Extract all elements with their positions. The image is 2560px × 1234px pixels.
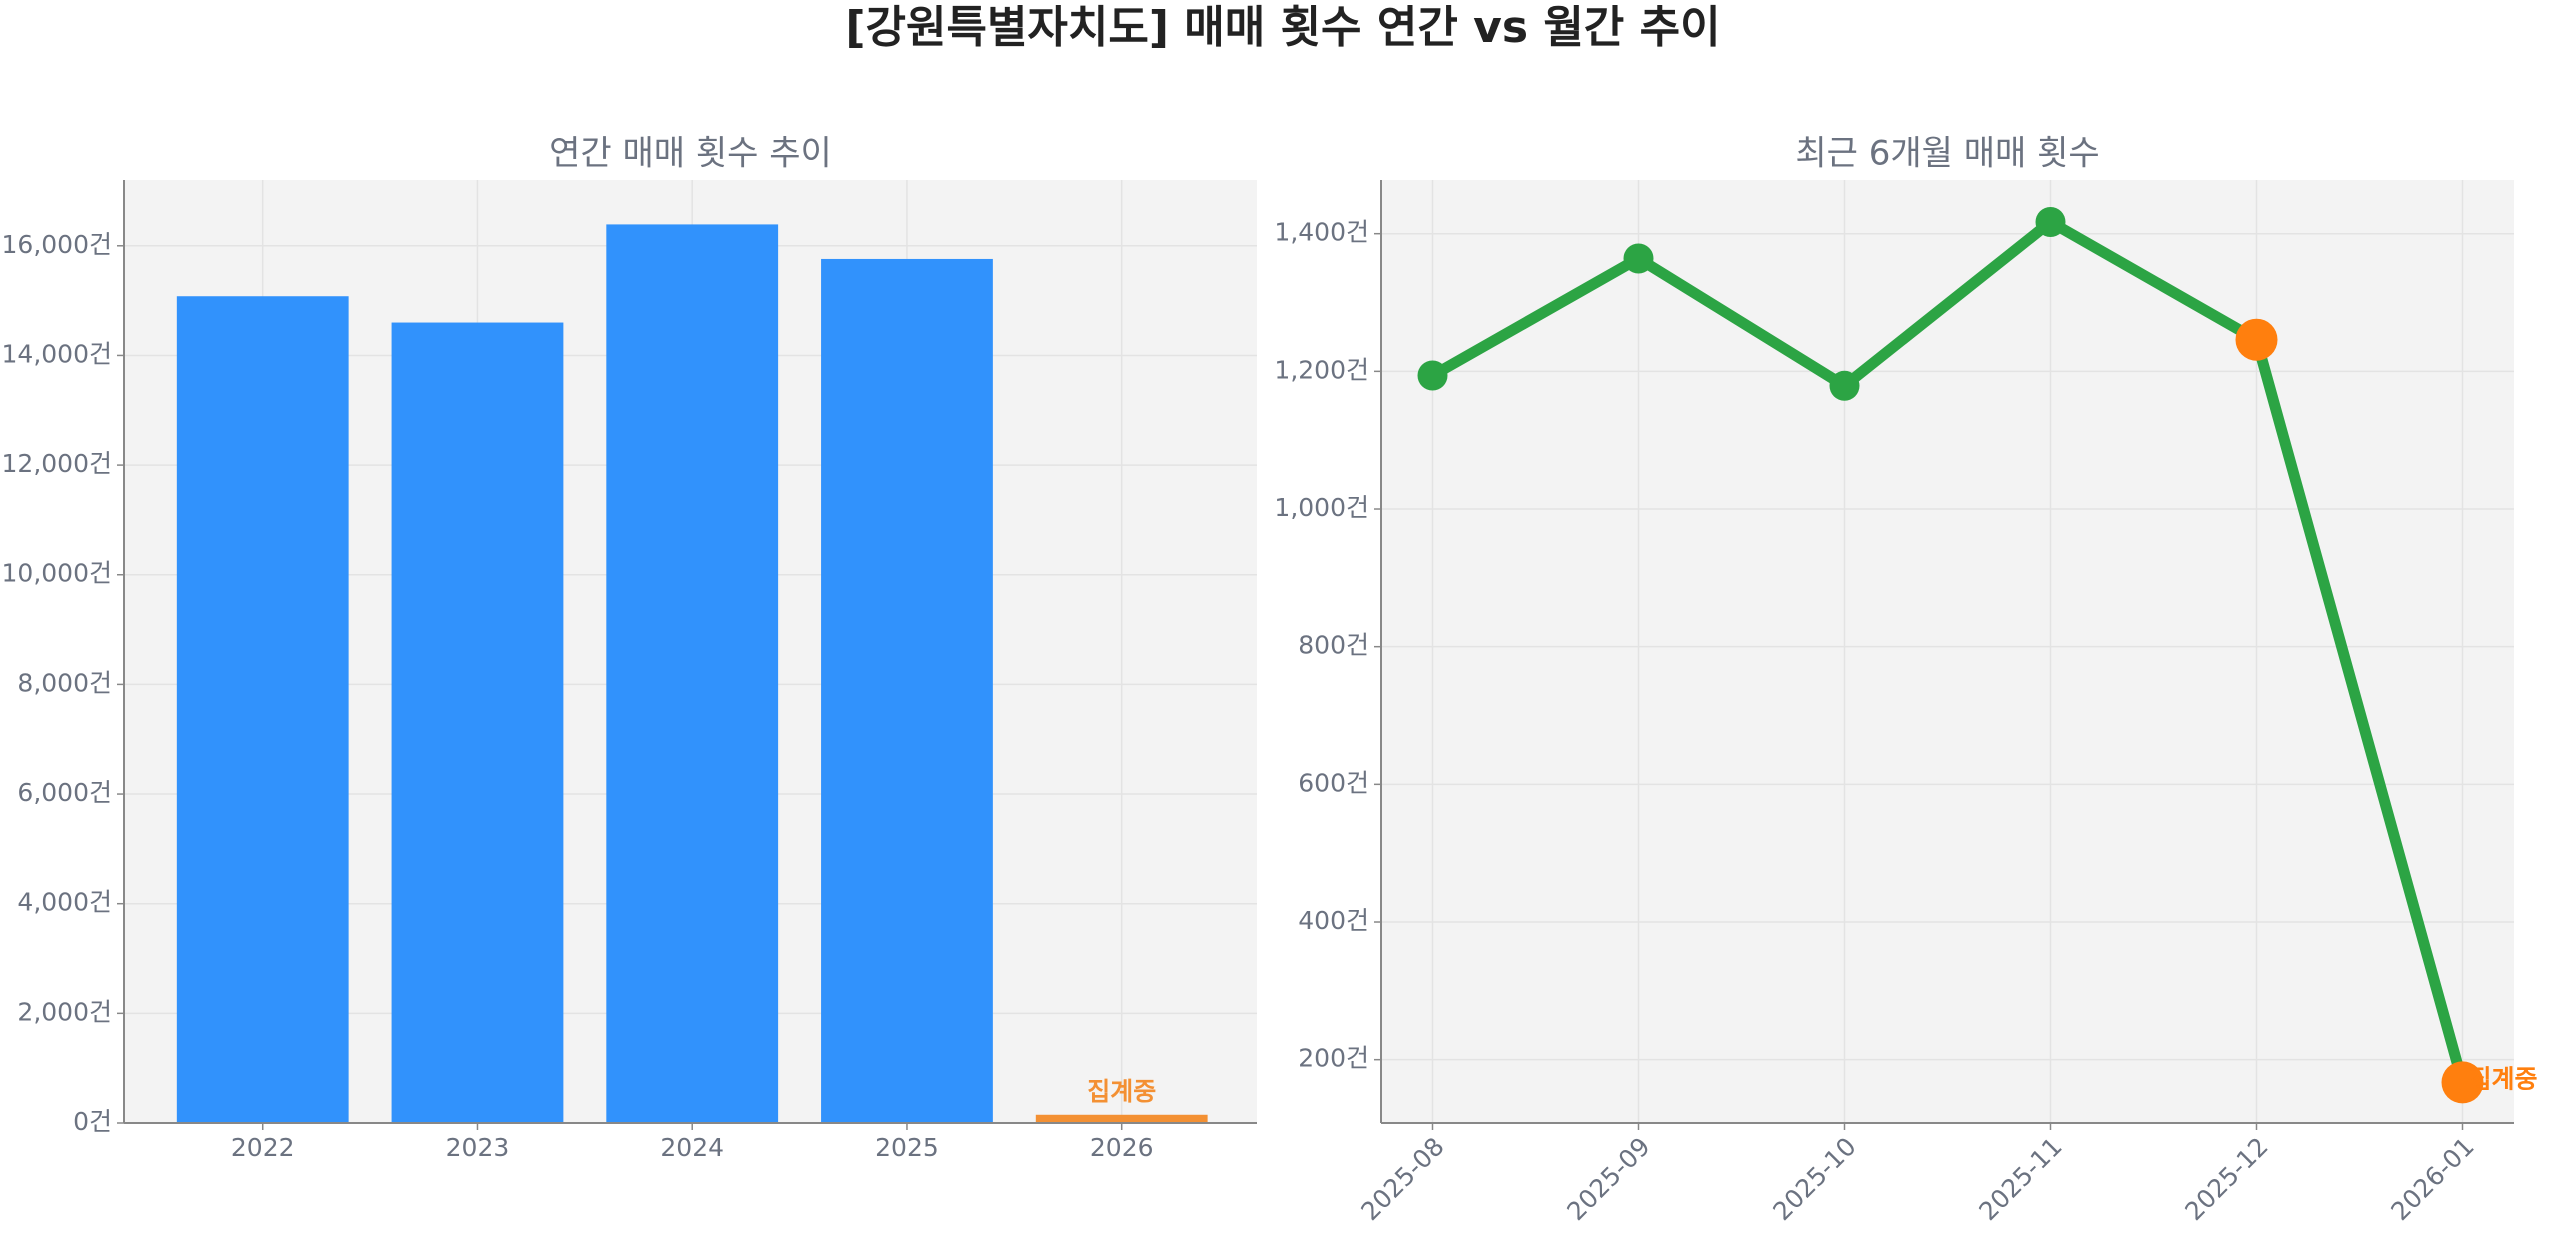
x-tick-label: 2025-09 bbox=[1561, 1132, 1655, 1226]
y-tick-label: 1,200건 bbox=[1274, 355, 1369, 384]
x-tick-label: 2026 bbox=[1090, 1133, 1154, 1162]
figure-title: [강원특별자치도] 매매 횟수 연간 vs 월간 추이 bbox=[845, 2, 1720, 53]
marker bbox=[1829, 370, 1860, 401]
y-tick-label: 800건 bbox=[1298, 631, 1369, 660]
x-tick-label: 2025 bbox=[875, 1133, 939, 1162]
y-tick-label: 6,000건 bbox=[17, 778, 112, 807]
x-tick-label: 2026-01 bbox=[2385, 1132, 2479, 1226]
x-tick-label: 2025-11 bbox=[1973, 1132, 2067, 1226]
y-tick-label: 16,000건 bbox=[2, 230, 112, 259]
line bbox=[1429, 216, 2468, 1084]
x-tick-label: 2025-10 bbox=[1767, 1132, 1861, 1226]
marker bbox=[1623, 243, 1654, 274]
y-tick-label: 14,000건 bbox=[2, 339, 112, 368]
marker bbox=[1417, 360, 1448, 391]
x-tick-label: 2024 bbox=[660, 1133, 724, 1162]
y-tick-label: 400건 bbox=[1298, 906, 1369, 935]
x-tick-label: 2022 bbox=[231, 1133, 295, 1162]
y-tick-label: 0건 bbox=[73, 1107, 112, 1136]
bar bbox=[606, 224, 779, 1124]
bar bbox=[821, 258, 993, 1123]
y-tick-label: 200건 bbox=[1298, 1044, 1369, 1073]
y-tick-label: 2,000건 bbox=[17, 997, 112, 1026]
y-tick-label: 1,000건 bbox=[1274, 493, 1369, 522]
y-tick-label: 1,400건 bbox=[1274, 218, 1369, 247]
x-tick-label: 2025-12 bbox=[2179, 1132, 2273, 1226]
subplot-title: 연간 매매 횟수 추이 bbox=[549, 134, 832, 174]
plot-background bbox=[1381, 180, 2514, 1123]
marker bbox=[2235, 318, 2278, 361]
bar bbox=[391, 322, 564, 1123]
subplot-title: 최근 6개월 매매 횟수 bbox=[1795, 134, 2099, 174]
x-tick-label: 2023 bbox=[446, 1133, 510, 1162]
y-tick-label: 10,000건 bbox=[2, 559, 112, 588]
annotation: 집계중 bbox=[2469, 1064, 2538, 1093]
annotation: 집계중 bbox=[1087, 1077, 1156, 1106]
y-tick-label: 4,000건 bbox=[17, 888, 112, 917]
marker bbox=[2441, 1061, 2484, 1104]
y-tick-label: 8,000건 bbox=[17, 668, 112, 697]
y-tick-label: 12,000건 bbox=[2, 449, 112, 478]
bar bbox=[176, 296, 349, 1123]
marker bbox=[2035, 206, 2066, 237]
y-tick-label: 600건 bbox=[1298, 768, 1369, 797]
bar bbox=[1035, 1114, 1208, 1123]
x-tick-label: 2025-08 bbox=[1355, 1132, 1449, 1226]
